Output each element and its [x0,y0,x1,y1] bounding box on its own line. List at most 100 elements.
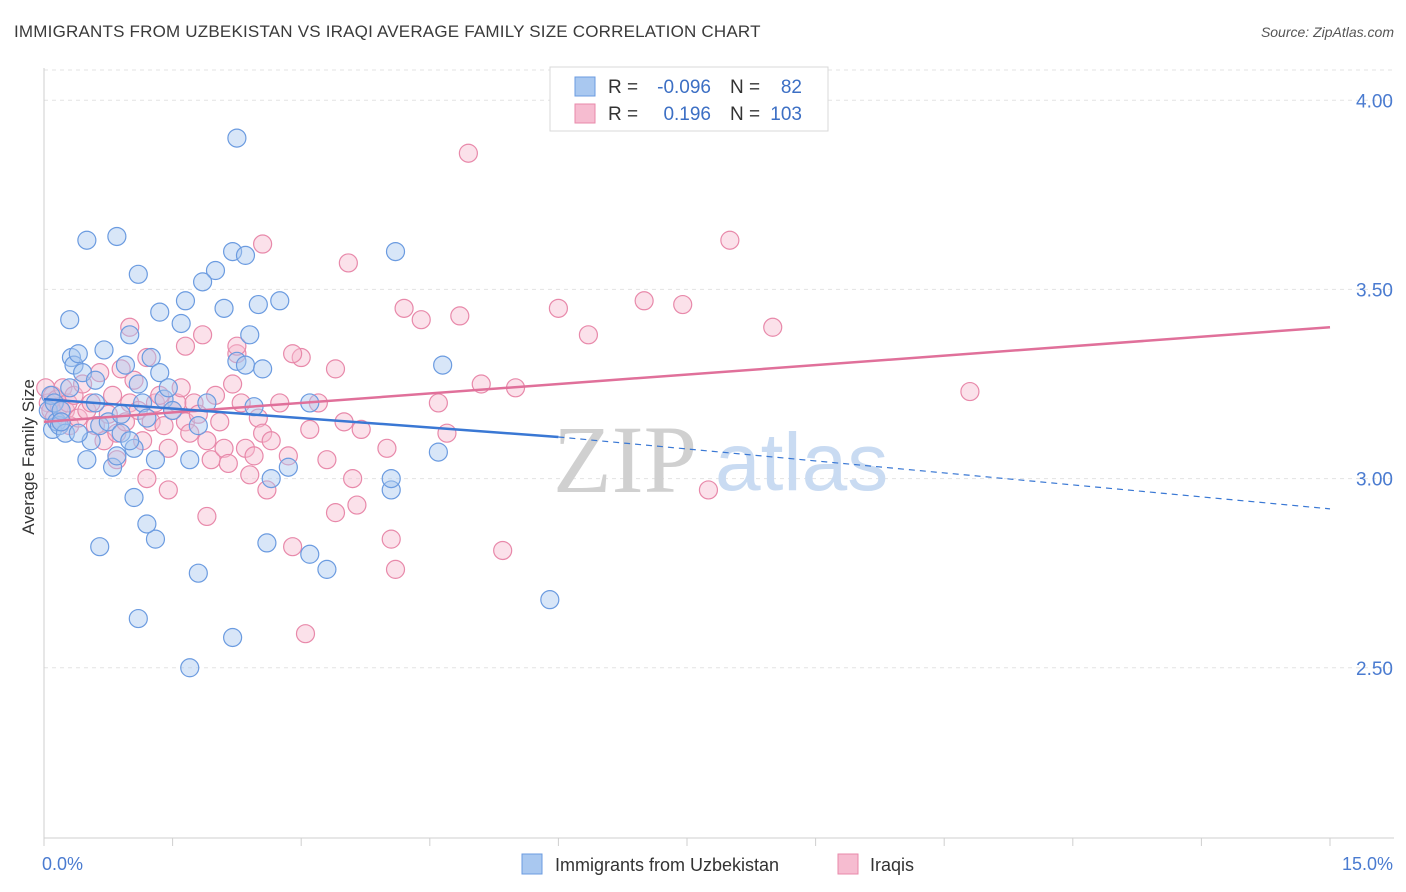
iraqis-point [197,431,217,451]
iraqis-point [120,317,140,337]
iraqis-point [673,294,693,315]
uzbekistan-point [381,480,401,500]
uzbekistan-point [60,378,80,398]
watermark-atlas: atlas [715,417,888,508]
uzbekistan-point [124,487,144,508]
iraqis-point [102,385,123,405]
y-tick-label: 3.50 [1356,280,1393,301]
legend-n-label-2: N = [730,104,760,125]
iraqis-point [154,416,174,436]
uzbekistan-point [171,313,191,334]
iraqis-point [385,559,406,579]
uzbekistan-point [257,533,277,553]
uzbekistan-point [300,544,320,564]
uzbekistan-point [128,374,148,394]
iraqis-point [428,393,448,413]
iraqis-point [197,506,217,527]
iraqis-point [137,347,157,368]
iraqis-point [53,378,73,398]
uzbekistan-point [115,355,136,375]
uzbekistan-point [145,529,166,549]
uzbekistan-point [137,408,157,428]
watermark-zip: ZIP [553,406,697,513]
uzbekistan-point [90,537,110,557]
iraqis-point [347,495,367,515]
iraqis-point [278,446,298,466]
uzbekistan-point [540,590,560,610]
uzbekistan-point [163,400,183,421]
iraqis-point [458,143,478,163]
legend-swatch-uzbekistan [574,76,596,97]
uzbekistan-point [214,298,234,318]
x-tick-label: 15.0% [1342,854,1393,874]
legend-r-value-1: -0.096 [657,77,711,98]
uzbekistan-point [150,363,170,383]
uzbekistan-point [120,325,140,345]
uzbekistan-point [60,310,80,330]
uzbekistan-point [223,627,243,648]
x-tick-labels: 0.0% 15.0% [42,854,1393,874]
iraqis-point [450,306,470,326]
iraqis-point [634,291,654,311]
uzbekistan-trend-line [43,397,559,439]
bottom-legend: Immigrants from Uzbekistan Iraqis [521,853,914,875]
uzbekistan-point [188,416,208,436]
iraqis-point [193,325,213,345]
iraqis-point [493,540,513,561]
uzbekistan-point [235,245,256,265]
legend-r-label-1: R = [608,77,638,98]
legend-n-value-1: 82 [781,77,802,98]
top-legend: R = -0.096 N = 82 R = 0.196 N = 103 [549,66,829,132]
legend-r-label-2: R = [608,104,638,125]
iraqis-point [283,344,303,364]
iraqis-point [698,480,719,500]
legend-n-label-1: N = [730,77,760,98]
iraqis-point [137,468,157,489]
iraqis-point [257,480,277,500]
uzbekistan-point [68,344,88,364]
uzbekistan-point [150,302,170,322]
axes [43,68,1394,846]
uzbekistan-point [128,608,148,629]
legend-r-value-2: 0.196 [663,104,711,125]
x-tick-label: 0.0% [42,854,83,874]
uzbekistan-point [102,457,123,477]
y-axis-label: Average Family Size [19,379,38,535]
iraqis-point [261,431,281,451]
uzbekistan-point [253,359,273,379]
iraqis-point [244,446,264,466]
uzbekistan-point [428,442,448,462]
iraqis-point [175,336,196,356]
iraqis-point [763,317,783,337]
uzbekistan-point [261,468,281,489]
uzbekistan-point [227,128,247,148]
uzbekistan-points [38,128,560,678]
trend-lines [43,326,1331,510]
iraqis-point [343,468,363,489]
iraqis-point [381,529,401,549]
chart-title: IMMIGRANTS FROM UZBEKISTAN VS IRAQI AVER… [14,22,761,41]
uzbekistan-point [94,340,114,360]
iraqis-point [338,253,358,273]
iraqis-point [295,624,316,644]
uzbekistan-point [193,272,213,292]
iraqis-point [283,537,303,557]
iraqis-point [325,359,346,379]
uzbekistan-point [433,355,453,375]
y-tick-label: 3.00 [1356,470,1393,491]
iraqis-point [377,438,397,458]
uzbekistan-point [180,450,200,470]
uzbekistan-point [270,291,290,311]
bottom-swatch-iraqis [837,853,859,875]
iraqis-point [317,450,337,470]
uzbekistan-trend-extension [558,436,1331,510]
uzbekistan-point [107,226,127,247]
uzbekistan-point [278,457,298,477]
uzbekistan-point [107,446,127,466]
iraqis-trend-line [43,326,1331,424]
iraqis-point [720,230,740,250]
legend-n-value-2: 103 [770,104,802,125]
uzbekistan-point [77,230,97,250]
iraqis-points [36,143,980,644]
